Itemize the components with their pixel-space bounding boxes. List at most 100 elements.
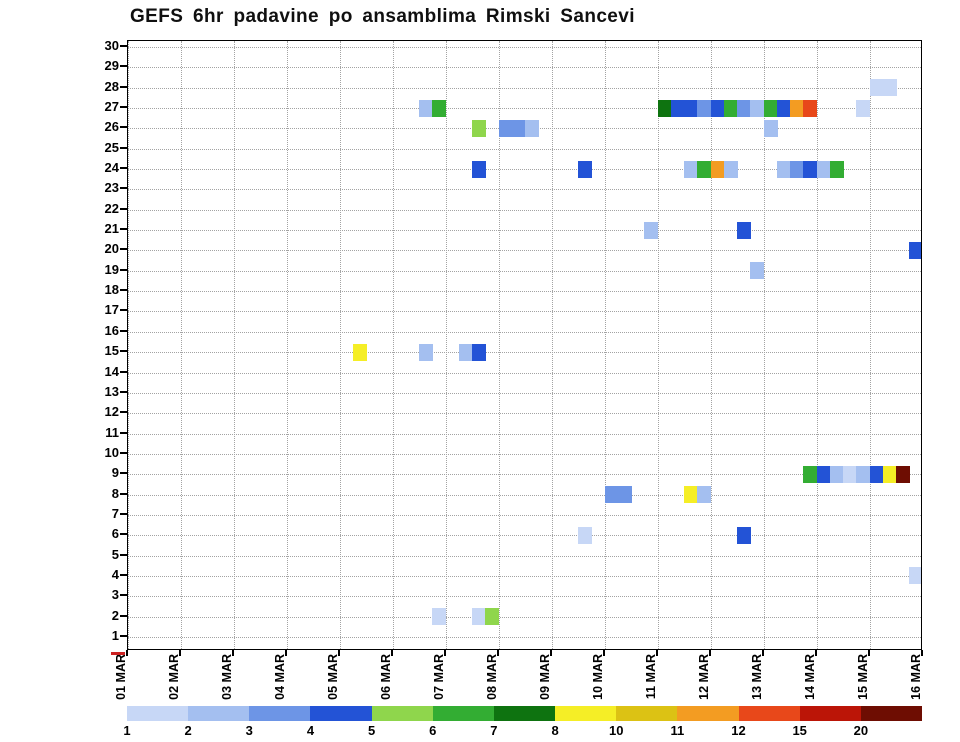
x-tick — [444, 650, 446, 656]
precip-cell — [604, 486, 619, 504]
colorbar-tick-label: 4 — [306, 723, 315, 738]
gridline-horizontal — [128, 372, 921, 374]
plot-area — [127, 40, 922, 650]
gridline-vertical — [234, 41, 235, 649]
precip-cell — [909, 241, 921, 259]
y-tick-label: 9 — [111, 465, 119, 481]
y-tick — [120, 248, 127, 251]
x-tick-label: 14 MAR — [803, 654, 817, 700]
gridline-vertical — [711, 41, 712, 649]
y-tick — [120, 553, 127, 556]
y-tick — [120, 207, 127, 210]
precip-cell — [737, 221, 752, 239]
y-tick-label: 5 — [111, 546, 119, 562]
x-tick — [656, 650, 658, 656]
x-tick-label: 02 MAR — [167, 654, 181, 700]
y-tick — [120, 594, 127, 597]
gridline-horizontal — [128, 291, 921, 293]
y-tick — [120, 350, 127, 353]
precip-cell — [790, 160, 805, 178]
y-tick — [120, 492, 127, 495]
colorbar-tick-label: 1 — [123, 723, 131, 738]
colorbar-segment — [799, 706, 862, 721]
y-tick — [120, 85, 127, 88]
y-tick — [120, 329, 127, 332]
precip-cell — [750, 262, 765, 280]
gridline-vertical — [605, 41, 606, 649]
gridline-horizontal — [128, 169, 921, 171]
y-tick — [120, 614, 127, 617]
y-tick-label: 25 — [104, 139, 119, 155]
y-tick — [120, 411, 127, 414]
precip-cell — [578, 526, 593, 544]
y-tick-label: 16 — [104, 322, 119, 338]
gridline-vertical — [764, 41, 765, 649]
precip-cell — [763, 119, 778, 137]
x-tick — [285, 650, 287, 656]
y-tick-label: 17 — [104, 302, 119, 318]
colorbar-tick-label: 3 — [245, 723, 253, 738]
x-tick-label: 06 MAR — [379, 654, 393, 700]
precip-cell — [432, 99, 447, 117]
y-tick-label: 21 — [104, 221, 119, 237]
precip-cell — [737, 526, 752, 544]
colorbar-segment — [493, 706, 556, 721]
y-tick — [120, 268, 127, 271]
precip-cell — [419, 99, 434, 117]
colorbar-segment — [616, 706, 678, 721]
precip-cell — [909, 567, 921, 585]
x-tick-label: 08 MAR — [485, 654, 499, 700]
y-tick-label: 24 — [104, 160, 119, 176]
gridline-horizontal — [128, 148, 921, 150]
colorbar-tick-label: 20 — [853, 723, 869, 738]
precip-cell — [776, 99, 791, 117]
y-tick-label: 23 — [104, 180, 119, 196]
gridline-horizontal — [128, 311, 921, 313]
x-tick-label: 03 MAR — [220, 654, 234, 700]
precip-cell — [869, 79, 884, 97]
precip-cell — [803, 99, 818, 117]
gridline-horizontal — [128, 555, 921, 557]
colorbar-segment — [555, 706, 617, 721]
y-tick-label: 27 — [104, 99, 119, 115]
precip-cell — [816, 160, 831, 178]
x-tick — [497, 650, 499, 656]
gridline-vertical — [393, 41, 394, 649]
precip-cell — [352, 343, 367, 361]
precip-cell — [737, 99, 752, 117]
gridline-horizontal — [128, 474, 921, 476]
x-tick — [550, 650, 552, 656]
gridline-vertical — [499, 41, 500, 649]
y-tick-label: 28 — [104, 78, 119, 94]
y-tick — [120, 472, 127, 475]
y-tick-label: 22 — [104, 200, 119, 216]
y-tick-label: 1 — [111, 628, 119, 643]
gridline-horizontal — [128, 108, 921, 110]
colorbar-tick-label: 12 — [731, 723, 746, 738]
precip-cell — [472, 119, 487, 137]
x-tick-label: 04 MAR — [273, 654, 287, 700]
y-tick-label: 29 — [104, 58, 119, 74]
y-tick-label: 13 — [104, 383, 119, 399]
colorbar-tick-label: 6 — [429, 723, 437, 738]
colorbar-segment — [310, 706, 373, 721]
y-tick — [120, 309, 127, 312]
time-axis-start-marker — [111, 652, 125, 655]
gridline-vertical — [658, 41, 659, 649]
gridline-vertical — [287, 41, 288, 649]
precip-cell — [723, 160, 738, 178]
gridline-horizontal — [128, 87, 921, 89]
gridline-horizontal — [128, 433, 921, 435]
x-tick-label: 13 MAR — [750, 654, 764, 700]
precip-cell — [882, 465, 897, 483]
y-tick — [120, 187, 127, 190]
colorbar-segment — [127, 706, 189, 721]
y-tick-label: 10 — [104, 444, 119, 460]
precip-cell — [472, 608, 487, 626]
y-tick-label: 2 — [111, 607, 119, 623]
x-tick-label: 10 MAR — [591, 654, 605, 700]
precip-cell — [684, 160, 699, 178]
y-tick-label: 12 — [104, 404, 119, 420]
gridline-horizontal — [128, 209, 921, 211]
x-tick — [868, 650, 870, 656]
